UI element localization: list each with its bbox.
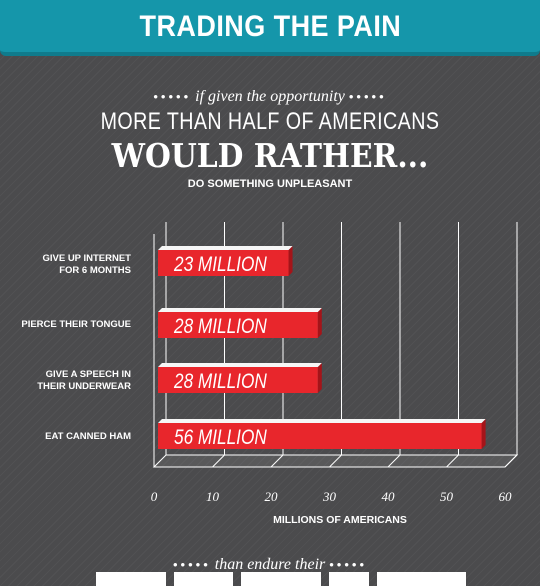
intro-dots-left: ••••• (153, 89, 192, 104)
bar-side (481, 419, 486, 449)
outro-kicker-text: than endure their (214, 556, 326, 573)
chart-subtitle: DO SOMETHING UNPLEASANT (187, 178, 353, 190)
x-tick-label: 0 (151, 489, 158, 504)
bar (158, 312, 318, 338)
category-label-speech: GIVE A SPEECH IN THEIR UNDERWEAR (37, 369, 131, 392)
headline-line2: WOULD RATHER... (111, 136, 429, 175)
x-axis-title: MILLIONS OF AMERICANS (273, 514, 407, 526)
headline-line1: MORE THAN HALF OF AMERICANS (100, 108, 440, 135)
intro-dots-right: ••••• (348, 89, 387, 104)
category-label-internet: GIVE UP INTERNET FOR 6 MONTHS (42, 253, 131, 276)
gridline-floor (329, 454, 342, 468)
x-tick-label: 30 (322, 489, 337, 504)
letter-fragment (241, 572, 321, 586)
gridline-floor (504, 454, 518, 468)
letter-fragment (96, 572, 166, 586)
bar (158, 367, 318, 393)
outro-dots-left: ••••• (172, 557, 211, 572)
bar (158, 250, 289, 276)
x-tick-label: 60 (499, 489, 513, 504)
bar-value-label: 23 MILLION (173, 254, 267, 277)
bar-side (317, 363, 322, 393)
category-label-tongue: PIERCE THEIR TONGUE (21, 319, 131, 330)
bar-top (158, 246, 293, 250)
x-tick-label: 20 (265, 489, 279, 504)
bar-value-label: 28 MILLION (173, 316, 267, 339)
gridline-floor (212, 454, 225, 468)
page-title: TRADING THE PAIN (139, 10, 401, 43)
intro-kicker: ••••• if given the opportunity ••••• (0, 88, 540, 106)
x-tick-label: 10 (206, 489, 220, 504)
letter-fragment (376, 572, 466, 586)
bar-top (158, 308, 322, 312)
bar-top (158, 419, 486, 423)
letter-fragment (328, 572, 369, 586)
x-tick-label: 40 (382, 489, 396, 504)
bar (158, 423, 482, 449)
outro-kicker: ••••• than endure their ••••• (0, 556, 540, 574)
gridline-floor (387, 454, 401, 468)
category-label-ham: EAT CANNED HAM (45, 431, 131, 442)
bar-top (158, 363, 322, 367)
title-banner: TRADING THE PAIN (0, 0, 540, 56)
gridline-floor (446, 454, 459, 468)
bar-side (317, 308, 322, 338)
letter-fragment (173, 572, 234, 586)
intro-kicker-text: if given the opportunity (195, 88, 345, 105)
gridline-floor (270, 454, 284, 468)
x-tick-label: 50 (440, 489, 454, 504)
cropped-heading-fragment (96, 572, 466, 586)
bar-value-label: 56 MILLION (174, 427, 267, 450)
bar-side (288, 246, 293, 276)
outro-dots-right: ••••• (329, 557, 368, 572)
bar-value-label: 28 MILLION (173, 371, 267, 394)
